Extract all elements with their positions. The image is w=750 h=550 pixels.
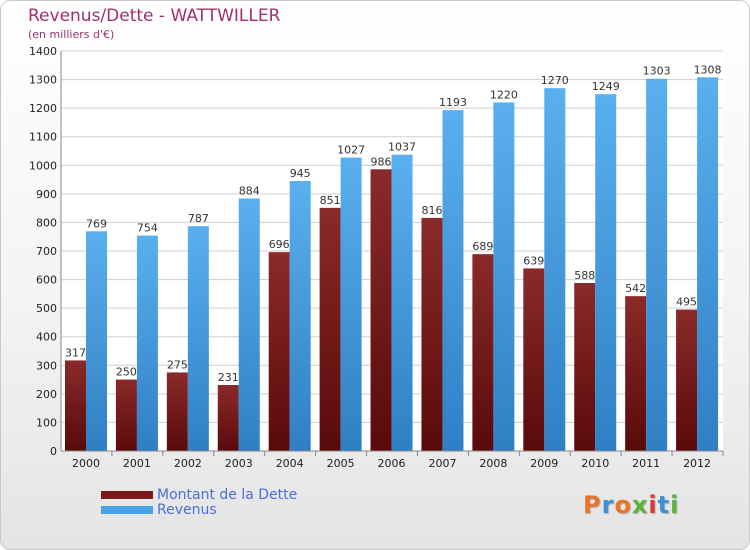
bar-revenus [340, 157, 362, 452]
x-tick-label: 2008 [479, 457, 507, 470]
y-tick-label: 600 [36, 274, 57, 287]
y-tick-label: 700 [36, 245, 57, 258]
bar-revenus [697, 77, 719, 452]
data-label-dette: 250 [116, 366, 137, 379]
legend-swatch-dette [101, 491, 153, 499]
x-tick-label: 2004 [276, 457, 304, 470]
x-tick-label: 2002 [174, 457, 202, 470]
data-label-revenus: 754 [137, 222, 158, 235]
x-tick-label: 2007 [428, 457, 456, 470]
x-tick-label: 2005 [327, 457, 355, 470]
data-label-dette: 588 [574, 269, 595, 282]
data-label-dette: 231 [218, 371, 239, 384]
data-label-revenus: 945 [290, 167, 311, 180]
y-tick-label: 1400 [29, 45, 57, 58]
legend-label-dette: Montant de la Dette [157, 487, 298, 503]
data-label-dette: 689 [472, 240, 493, 253]
legend-swatch-revenus [101, 506, 153, 514]
data-label-revenus: 1193 [439, 96, 467, 109]
data-label-revenus: 1303 [643, 65, 671, 78]
y-tick-label: 1100 [29, 131, 57, 144]
x-tick-label: 2000 [72, 457, 100, 470]
data-label-revenus: 1037 [388, 141, 416, 154]
legend-item-dette: Montant de la Dette [101, 487, 297, 503]
y-tick-label: 400 [36, 331, 57, 344]
y-tick-label: 1200 [29, 102, 57, 115]
x-tick-label: 2009 [530, 457, 558, 470]
data-label-dette: 275 [167, 358, 188, 371]
x-tick-label: 2011 [632, 457, 660, 470]
bar-dette [472, 254, 494, 451]
data-label-revenus: 884 [239, 184, 260, 197]
y-tick-label: 0 [50, 445, 57, 458]
data-label-revenus: 1027 [337, 144, 365, 157]
data-label-revenus: 769 [86, 217, 107, 230]
data-label-dette: 696 [269, 238, 290, 251]
data-label-dette: 816 [421, 204, 442, 217]
bar-revenus [493, 102, 515, 451]
bar-dette [370, 169, 392, 452]
data-label-revenus: 787 [188, 212, 209, 225]
bar-revenus [646, 78, 668, 451]
proxiti-logo: Proxiti [583, 491, 680, 519]
bar-dette [574, 283, 596, 451]
data-label-dette: 317 [65, 346, 86, 359]
bar-dette [625, 296, 647, 451]
bar-dette [65, 360, 86, 451]
data-label-revenus: 1308 [694, 63, 722, 76]
chart-title: Revenus/Dette - WATTWILLER [28, 6, 281, 26]
data-label-dette: 639 [523, 254, 544, 267]
bar-revenus [391, 154, 413, 451]
data-label-dette: 542 [625, 282, 646, 295]
data-label-dette: 851 [320, 194, 341, 207]
y-tick-label: 1000 [29, 159, 57, 172]
x-tick-label: 2010 [581, 457, 609, 470]
data-label-dette: 986 [371, 155, 392, 168]
bar-revenus [289, 181, 311, 451]
x-tick-label: 2012 [683, 457, 711, 470]
bar-dette [115, 379, 137, 451]
y-tick-label: 1300 [29, 74, 57, 87]
bar-revenus [187, 226, 209, 451]
chart-subtitle: (en milliers d'€) [28, 28, 115, 41]
bar-dette [166, 372, 188, 451]
y-tick-label: 100 [36, 416, 57, 429]
bar-dette [421, 217, 443, 451]
data-label-revenus: 1270 [541, 74, 569, 87]
bar-revenus [86, 231, 107, 451]
data-label-revenus: 1220 [490, 88, 518, 101]
y-tick-label: 800 [36, 216, 57, 229]
bar-dette [217, 385, 239, 451]
bar-revenus [442, 110, 464, 452]
data-label-dette: 495 [676, 296, 697, 309]
bar-revenus [544, 88, 566, 452]
bar-dette [676, 309, 698, 451]
bar-dette [268, 252, 290, 451]
legend-item-revenus: Revenus [101, 502, 217, 518]
x-tick-label: 2006 [378, 457, 406, 470]
y-tick-label: 300 [36, 359, 57, 372]
x-tick-label: 2003 [225, 457, 253, 470]
legend-label-revenus: Revenus [157, 502, 217, 518]
y-tick-label: 900 [36, 188, 57, 201]
x-tick-label: 2001 [123, 457, 151, 470]
y-tick-label: 500 [36, 302, 57, 315]
bar-revenus [136, 235, 158, 451]
bar-revenus [238, 198, 260, 451]
bar-dette [523, 268, 545, 451]
bar-revenus [595, 94, 617, 452]
bar-dette [319, 207, 341, 451]
data-label-revenus: 1249 [592, 80, 620, 93]
y-tick-label: 200 [36, 388, 57, 401]
